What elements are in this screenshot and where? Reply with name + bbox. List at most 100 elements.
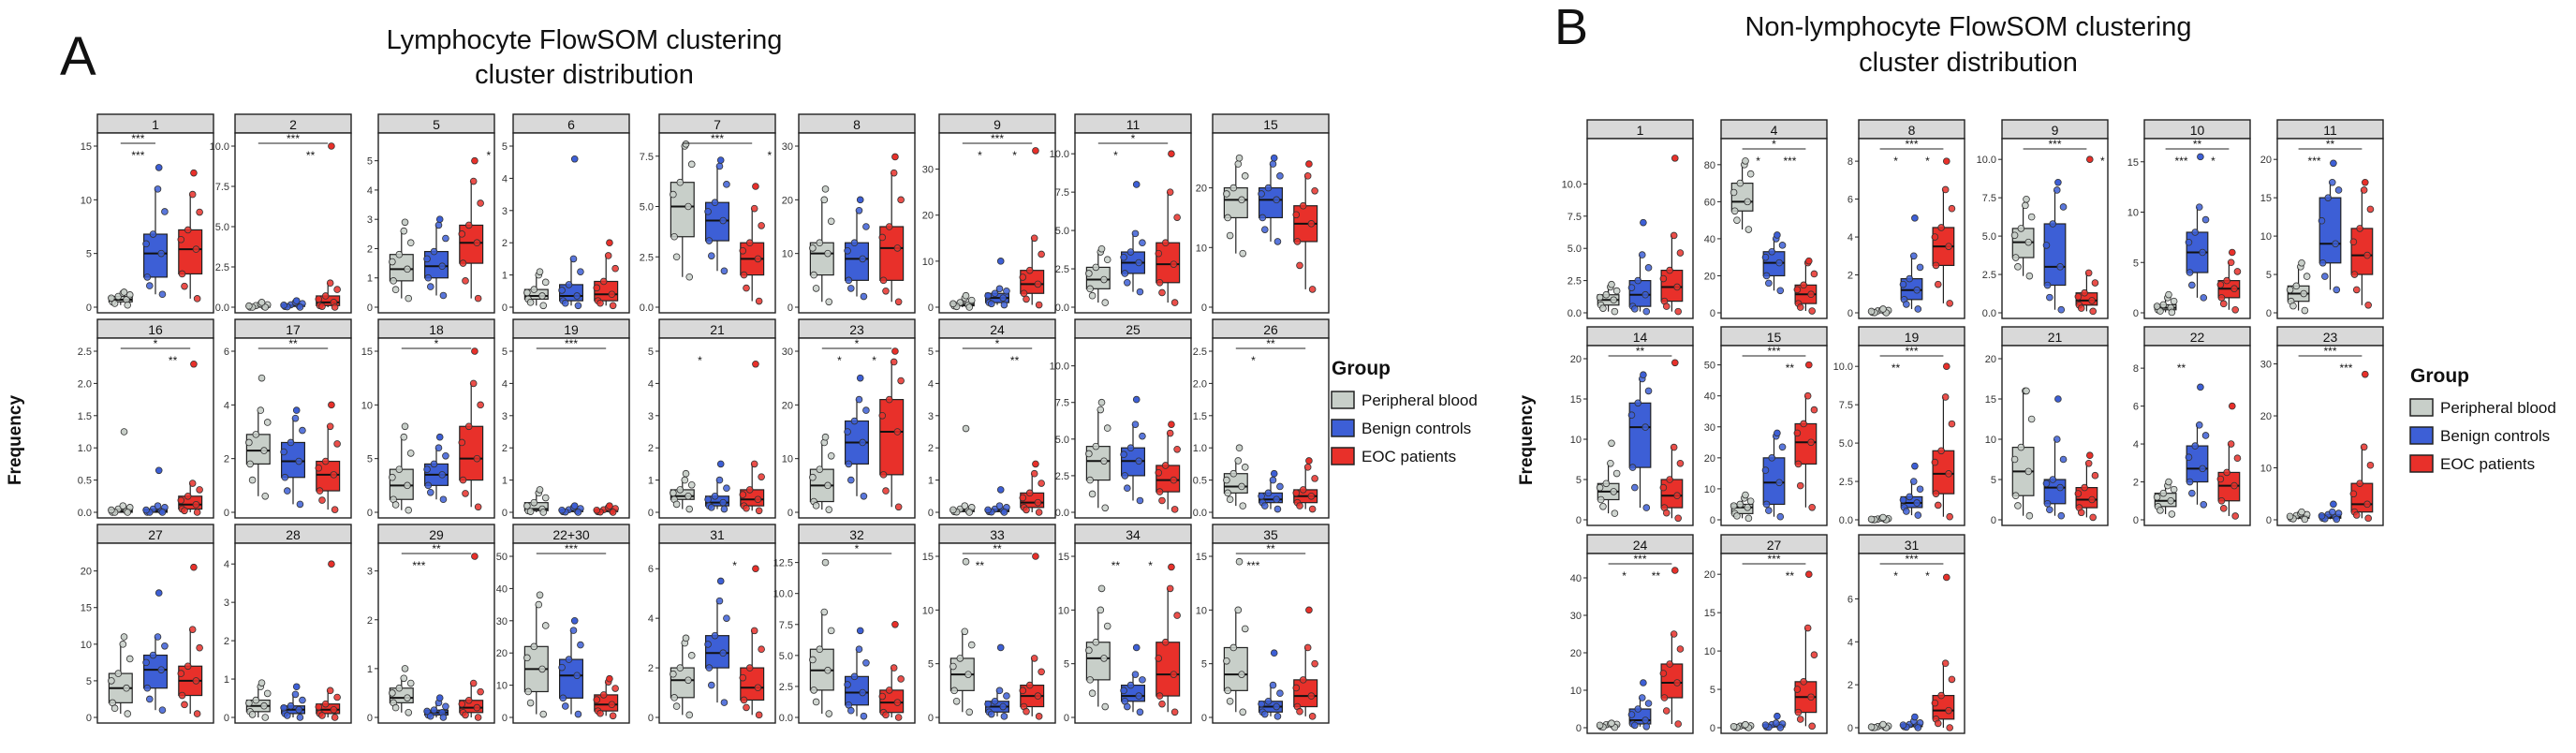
- data-point: [2053, 186, 2061, 194]
- data-point: [1308, 286, 1317, 293]
- y-tick-label: 1.0: [78, 443, 92, 454]
- data-point: [2059, 455, 2068, 464]
- data-point: [1135, 457, 1142, 465]
- data-point: [439, 495, 448, 504]
- data-point: [1101, 299, 1110, 306]
- data-point: [1627, 711, 1636, 718]
- outlier-point: [716, 577, 725, 585]
- significance-label: ***: [1783, 155, 1796, 168]
- data-point: [844, 428, 851, 436]
- data-point: [685, 273, 694, 281]
- outlier-point: [752, 565, 759, 573]
- significance-label: ***: [1246, 559, 1259, 572]
- data-point: [2356, 480, 2363, 487]
- data-point: [995, 285, 1004, 293]
- data-point: [464, 221, 473, 229]
- y-tick-label: 10: [361, 400, 373, 411]
- data-point: [999, 294, 1007, 302]
- significance-label: *: [855, 337, 860, 350]
- data-point: [967, 296, 976, 304]
- data-point: [252, 431, 260, 438]
- data-point: [474, 714, 482, 721]
- data-point: [1003, 692, 1010, 700]
- data-point: [1276, 172, 1284, 180]
- legend-key-peripheral-blood: [2409, 398, 2434, 417]
- data-point: [193, 509, 201, 516]
- y-tick-label: 0: [502, 508, 508, 519]
- data-point: [193, 710, 201, 717]
- y-tick-label: 0: [1201, 303, 1207, 314]
- outlier-point: [471, 553, 478, 560]
- box-group-0: [949, 557, 976, 716]
- significance-label: *: [1113, 149, 1118, 162]
- data-point: [1627, 411, 1636, 420]
- box: [879, 399, 905, 476]
- box-group-1: [2318, 500, 2343, 524]
- data-point: [423, 707, 431, 716]
- data-point: [1596, 483, 1604, 492]
- data-point: [715, 597, 724, 605]
- outlier-point: [1235, 444, 1244, 452]
- data-point: [750, 627, 758, 635]
- data-point: [1308, 713, 1317, 720]
- box-group-0: [1867, 305, 1892, 317]
- data-point: [1103, 256, 1111, 264]
- data-point: [1793, 286, 1802, 294]
- facet-11: 11 0.0 2.5 5.0 7.5 10.0 * *: [1050, 113, 1192, 314]
- data-point: [719, 498, 727, 507]
- data-point: [950, 687, 958, 695]
- outlier-point: [2298, 508, 2305, 516]
- data-point: [1776, 512, 1785, 521]
- data-point: [1808, 503, 1816, 511]
- y-tick-label: 30: [1570, 611, 1582, 622]
- y-tick-label: 10.0: [1050, 362, 1069, 373]
- data-point: [893, 244, 902, 252]
- data-point: [1155, 468, 1163, 477]
- data-point: [2199, 465, 2206, 473]
- data-point: [758, 473, 765, 480]
- box: [558, 658, 583, 699]
- data-point: [2153, 493, 2161, 501]
- data-point: [1644, 700, 1653, 707]
- data-point: [184, 226, 192, 234]
- box-group-0: [1867, 513, 1892, 524]
- significance-label: **: [1786, 569, 1795, 583]
- y-tick-label: 0: [502, 303, 508, 314]
- y-tick-label: 5: [86, 676, 92, 687]
- outlier-point: [996, 486, 1005, 494]
- y-tick-label: 1: [928, 476, 934, 487]
- outlier-point: [716, 156, 725, 164]
- y-tick-label: 15: [1196, 552, 1207, 563]
- data-point: [2153, 303, 2161, 310]
- data-point: [523, 288, 531, 297]
- data-point: [1765, 507, 1773, 514]
- y-tick-label: 5: [367, 156, 373, 168]
- data-point: [745, 486, 754, 494]
- data-point: [326, 422, 334, 431]
- y-tick-label: 6: [1847, 195, 1853, 206]
- outlier-point: [1911, 713, 1919, 721]
- data-point: [672, 702, 681, 710]
- box-group-2: [593, 674, 619, 720]
- data-point: [530, 286, 538, 293]
- legend-title: Group: [1332, 358, 1391, 379]
- data-point: [711, 631, 719, 640]
- box-group-2: [315, 142, 341, 311]
- box-group-0: [949, 291, 976, 311]
- outlier-point: [2361, 370, 2369, 378]
- data-point: [1903, 508, 1910, 515]
- y-tick-label: 20: [922, 211, 934, 222]
- data-point: [434, 221, 443, 229]
- data-point: [810, 687, 817, 694]
- data-point: [984, 506, 992, 514]
- data-point: [405, 708, 413, 716]
- data-point: [110, 704, 119, 713]
- data-point: [1761, 466, 1770, 474]
- data-point: [1299, 201, 1307, 210]
- significance-label: *: [2211, 155, 2215, 168]
- y-tick-label: 80: [1704, 160, 1715, 171]
- data-point: [860, 712, 868, 720]
- data-point: [477, 199, 484, 207]
- box-group-1: [2042, 178, 2068, 314]
